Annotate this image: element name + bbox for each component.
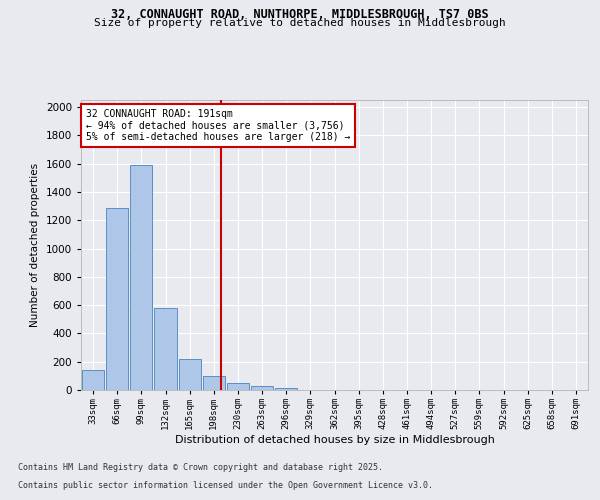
Bar: [82, 370, 104, 390]
Text: Contains HM Land Registry data © Crown copyright and database right 2025.: Contains HM Land Registry data © Crown c…: [18, 464, 383, 472]
Text: Size of property relative to detached houses in Middlesbrough: Size of property relative to detached ho…: [94, 18, 506, 28]
Y-axis label: Number of detached properties: Number of detached properties: [30, 163, 40, 327]
Bar: [251, 386, 273, 390]
Text: 32 CONNAUGHT ROAD: 191sqm
← 94% of detached houses are smaller (3,756)
5% of sem: 32 CONNAUGHT ROAD: 191sqm ← 94% of detac…: [86, 108, 350, 142]
Bar: [130, 165, 152, 390]
Bar: [275, 388, 298, 390]
Bar: [203, 376, 225, 390]
Bar: [154, 308, 176, 390]
Bar: [106, 208, 128, 390]
Text: 32, CONNAUGHT ROAD, NUNTHORPE, MIDDLESBROUGH, TS7 0BS: 32, CONNAUGHT ROAD, NUNTHORPE, MIDDLESBR…: [111, 8, 489, 20]
Bar: [179, 359, 201, 390]
Text: Contains public sector information licensed under the Open Government Licence v3: Contains public sector information licen…: [18, 481, 433, 490]
Bar: [227, 383, 249, 390]
X-axis label: Distribution of detached houses by size in Middlesbrough: Distribution of detached houses by size …: [175, 434, 494, 445]
